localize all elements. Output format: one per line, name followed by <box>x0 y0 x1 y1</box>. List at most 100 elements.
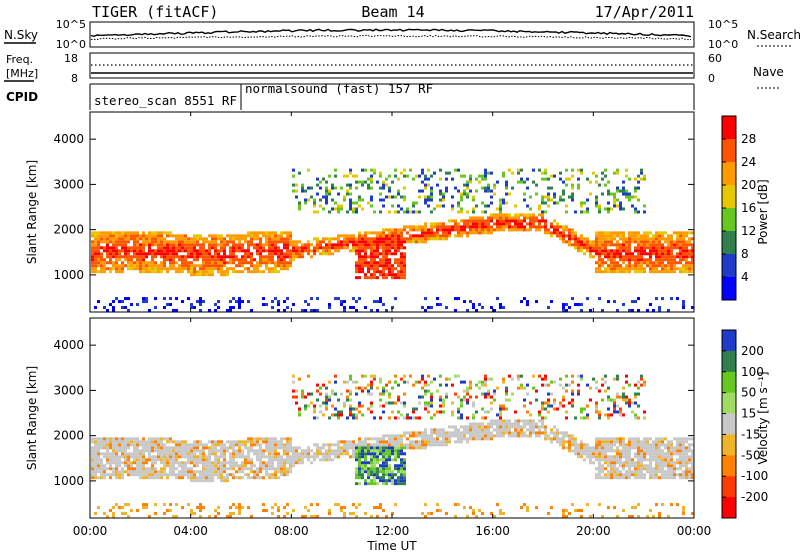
power-cell <box>280 237 283 241</box>
velocity-cell <box>541 425 544 429</box>
power-cell <box>121 255 124 259</box>
power-cell <box>133 231 136 235</box>
power-cell <box>163 255 166 259</box>
power-cell <box>316 243 319 247</box>
nave-tick-bottom: 0 <box>708 72 715 85</box>
power-cell <box>286 234 289 238</box>
velocity-cell <box>577 374 580 378</box>
velocity-cell <box>562 509 565 513</box>
velocity-cell <box>424 380 427 384</box>
velocity-cell <box>169 437 172 441</box>
velocity-cell <box>196 464 199 468</box>
velocity-cell <box>112 461 115 465</box>
velocity-cell <box>637 440 640 444</box>
velocity-cell <box>631 401 634 405</box>
power-cell <box>646 243 649 247</box>
power-cell <box>601 309 604 312</box>
power-cell <box>133 240 136 244</box>
velocity-cell <box>670 461 673 465</box>
velocity-cell <box>367 392 370 396</box>
velocity-cell <box>622 395 625 399</box>
velocity-cell <box>646 449 649 453</box>
power-cell <box>658 258 661 262</box>
velocity-cell <box>493 389 496 393</box>
power-cell <box>478 231 481 235</box>
power-cell <box>487 222 490 226</box>
power-cell <box>613 237 616 241</box>
nsky-label: N.Sky <box>4 28 38 42</box>
velocity-cell <box>484 434 487 438</box>
power-cell <box>643 240 646 244</box>
velocity-cell <box>556 431 559 435</box>
velocity-cell <box>436 428 439 432</box>
power-cell <box>109 270 112 274</box>
power-cell <box>427 237 430 241</box>
power-cell <box>100 267 103 271</box>
power-cell <box>679 240 682 244</box>
velocity-cell <box>199 473 202 477</box>
velocity-cell <box>442 437 445 441</box>
velocity-cell <box>469 437 472 441</box>
velocity-cell <box>646 452 649 456</box>
power-cell <box>658 252 661 256</box>
velocity-cell <box>562 437 565 441</box>
velocity-cell <box>421 440 424 444</box>
velocity-cell <box>319 392 322 396</box>
power-cell <box>385 249 388 253</box>
velocity-cell <box>100 452 103 456</box>
velocity-cell <box>385 440 388 444</box>
velocity-cell <box>379 506 382 510</box>
velocity-cell <box>142 446 145 450</box>
power-cell <box>646 258 649 262</box>
velocity-cell <box>286 473 289 477</box>
velocity-cell <box>235 452 238 456</box>
velocity-cell <box>310 401 313 405</box>
velocity-cell <box>637 467 640 471</box>
power-cell <box>337 234 340 238</box>
power-cell <box>544 231 547 235</box>
power-cell <box>142 297 145 301</box>
velocity-cell <box>244 473 247 477</box>
power-cell <box>202 237 205 241</box>
power-cell <box>229 300 232 304</box>
velocity-cell <box>523 503 526 507</box>
power-cell <box>397 210 400 214</box>
velocity-cell <box>436 509 439 513</box>
power-cell <box>436 303 439 307</box>
velocity-cell <box>133 461 136 465</box>
power-cell <box>199 255 202 259</box>
power-cell <box>292 252 295 256</box>
power-cell <box>664 252 667 256</box>
power-cell <box>97 258 100 262</box>
velocity-cell <box>463 398 466 402</box>
velocity-cell <box>520 425 523 429</box>
power-cell <box>448 225 451 229</box>
power-cell <box>370 264 373 268</box>
power-cell <box>190 240 193 244</box>
velocity-cell <box>670 476 673 480</box>
velocity-cell <box>616 392 619 396</box>
velocity-cell <box>595 440 598 444</box>
velocity-cell <box>151 455 154 459</box>
velocity-cell <box>382 461 385 465</box>
power-cell <box>568 234 571 238</box>
power-cell <box>427 168 430 172</box>
power-cell <box>379 252 382 256</box>
velocity-cell <box>343 440 346 444</box>
power-cell <box>277 252 280 256</box>
velocity-cell <box>112 467 115 471</box>
velocity-cell <box>571 401 574 405</box>
velocity-cell <box>115 458 118 462</box>
velocity-cell <box>604 389 607 393</box>
velocity-cell <box>334 380 337 384</box>
power-cell <box>616 234 619 238</box>
velocity-cell <box>559 377 562 381</box>
power-cell <box>154 231 157 235</box>
power-cell <box>217 234 220 238</box>
velocity-cell <box>121 470 124 474</box>
power-cell <box>430 198 433 202</box>
velocity-cell <box>352 452 355 456</box>
velocity-cell <box>382 437 385 441</box>
power-cell <box>619 267 622 271</box>
velocity-cell <box>241 452 244 456</box>
